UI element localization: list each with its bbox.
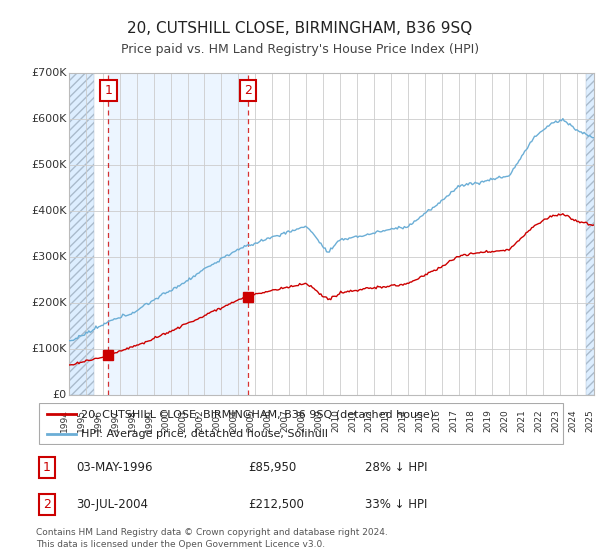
Text: 2006: 2006 [263,409,272,432]
Bar [109,73,248,395]
Text: 1: 1 [104,84,112,97]
Text: £200K: £200K [31,298,67,308]
Text: 2022: 2022 [534,409,543,432]
Text: 2013: 2013 [382,409,391,432]
Text: £600K: £600K [31,114,67,124]
Text: 1: 1 [43,461,50,474]
Text: 1996: 1996 [94,409,103,432]
Bar [586,73,596,395]
Text: Price paid vs. HM Land Registry's House Price Index (HPI): Price paid vs. HM Land Registry's House … [121,43,479,56]
Text: 20, CUTSHILL CLOSE, BIRMINGHAM, B36 9SQ: 20, CUTSHILL CLOSE, BIRMINGHAM, B36 9SQ [127,21,473,36]
Text: £300K: £300K [31,252,67,262]
Text: 2002: 2002 [196,409,205,432]
Text: 1997: 1997 [111,409,120,432]
Text: £85,950: £85,950 [248,461,296,474]
Bar [586,73,596,395]
Text: £400K: £400K [31,206,67,216]
Text: 2014: 2014 [399,409,408,432]
Text: 1999: 1999 [145,409,154,432]
Text: £100K: £100K [31,344,67,354]
Text: 2020: 2020 [500,409,509,432]
Text: 30-JUL-2004: 30-JUL-2004 [76,498,148,511]
Text: 2021: 2021 [517,409,526,432]
Text: 2009: 2009 [314,409,323,432]
Text: 2018: 2018 [466,409,475,432]
Bar [69,73,94,395]
Text: £500K: £500K [31,160,67,170]
Text: 2016: 2016 [433,409,442,432]
Text: 2010: 2010 [331,409,340,432]
Text: 2005: 2005 [246,409,255,432]
Text: 1995: 1995 [77,409,86,432]
Text: HPI: Average price, detached house, Solihull: HPI: Average price, detached house, Soli… [81,429,328,438]
Text: 2024: 2024 [568,409,577,432]
Text: 2008: 2008 [297,409,306,432]
Text: 2019: 2019 [484,409,493,432]
Text: 2004: 2004 [229,409,238,432]
Text: 2003: 2003 [212,409,221,432]
Text: 03-MAY-1996: 03-MAY-1996 [76,461,152,474]
Text: 2001: 2001 [179,409,188,432]
Text: 2000: 2000 [161,409,170,432]
Text: 2012: 2012 [365,409,374,432]
Text: £0: £0 [52,390,67,400]
Text: 20, CUTSHILL CLOSE, BIRMINGHAM, B36 9SQ (detached house): 20, CUTSHILL CLOSE, BIRMINGHAM, B36 9SQ … [81,409,434,419]
Text: £212,500: £212,500 [248,498,304,511]
Text: 1994: 1994 [60,409,69,432]
Text: 2: 2 [244,84,252,97]
Text: Contains HM Land Registry data © Crown copyright and database right 2024.
This d: Contains HM Land Registry data © Crown c… [36,528,388,549]
Text: 2025: 2025 [585,409,594,432]
Bar [69,73,94,395]
Text: 2017: 2017 [449,409,458,432]
Text: 2007: 2007 [280,409,289,432]
Text: £700K: £700K [31,68,67,78]
Text: 28% ↓ HPI: 28% ↓ HPI [365,461,428,474]
Text: 2015: 2015 [416,409,425,432]
Text: 2011: 2011 [348,409,357,432]
Text: 2: 2 [43,498,50,511]
Text: 2023: 2023 [551,409,560,432]
Text: 33% ↓ HPI: 33% ↓ HPI [365,498,428,511]
Text: 1998: 1998 [128,409,137,432]
